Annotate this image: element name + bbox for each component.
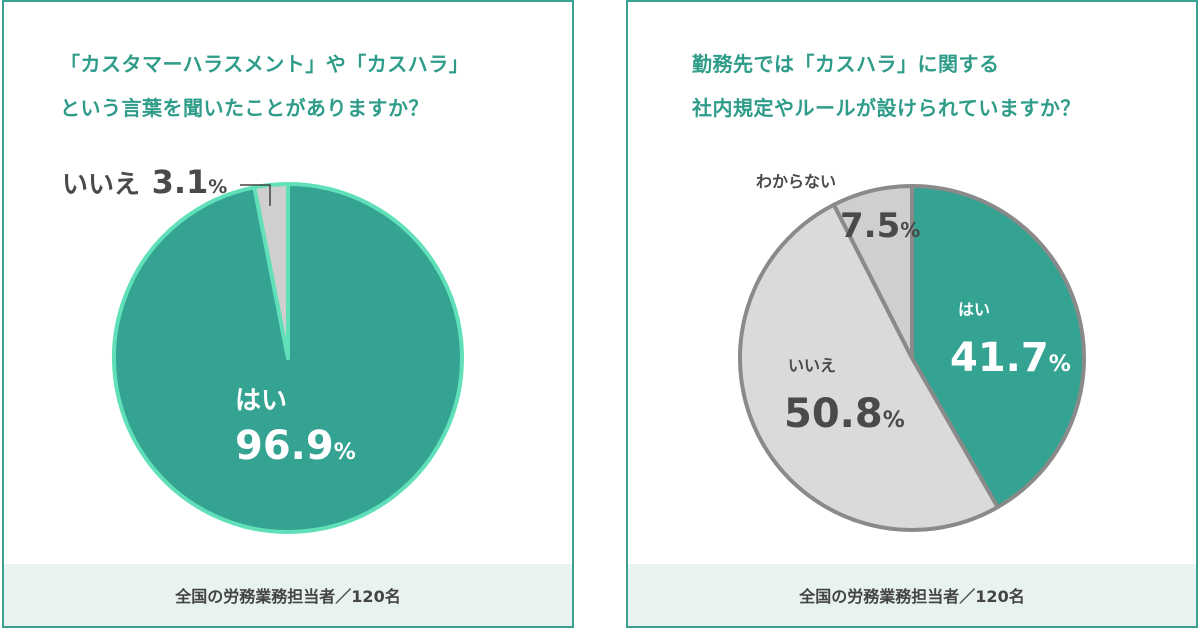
leader-line-no [240, 184, 271, 206]
chart-title-line-2: 社内規定やルールが設けられていますか？ [692, 96, 1081, 120]
chart-panel-left: 「カスタマーハラスメント」や「カスハラ」 という言葉を聞いたことがありますか？ … [2, 0, 574, 628]
pie-slice-no [252, 182, 290, 360]
slice-value-unknown: 7.5 [840, 206, 901, 246]
slice-category-yes: はい [235, 386, 288, 416]
slice-unit-unknown: % [900, 218, 921, 242]
slice-category-unknown: わからない [756, 172, 837, 191]
slice-value-unknown-wrap: 7.5% [840, 209, 920, 243]
slice-unit-yes: % [1048, 352, 1071, 377]
pie-chart-right [738, 184, 1086, 532]
pie-chart-left [112, 182, 464, 534]
slice-unit-no: % [208, 176, 228, 198]
slice-unit-no: % [882, 408, 905, 433]
slice-value-yes: 96.9 [235, 423, 334, 469]
slice-unit-yes: % [333, 440, 356, 465]
sample-note: 全国の労務業務担当者／120名 [4, 564, 572, 626]
slice-category-no: いいえ [62, 170, 141, 200]
chart-title-line-1: 「カスタマーハラスメント」や「カスハラ」 [60, 52, 470, 76]
pie-slice-no [738, 202, 1000, 532]
slice-value-no: 3.1 [151, 163, 209, 201]
slice-category-yes: はい [958, 300, 991, 319]
slice-value-no: 50.8 [784, 391, 883, 437]
sample-note: 全国の労務業務担当者／120名 [628, 564, 1196, 626]
chart-title-line-1: 勤務先では「カスハラ」に関する [692, 52, 1000, 76]
chart-panel-right: 勤務先では「カスハラ」に関する 社内規定やルールが設けられていますか？ わからな… [626, 0, 1198, 628]
chart-title-line-2: という言葉を聞いたことがありますか？ [60, 96, 429, 120]
pie-slice-unknown [831, 184, 914, 360]
slice-label-yes: はい [235, 388, 287, 414]
slice-value-yes-wrap: 96.9% [235, 426, 356, 466]
slice-value-yes: 41.7 [950, 335, 1049, 381]
slice-value-yes-wrap: 41.7% [950, 338, 1071, 378]
slice-value-no-wrap: 50.8% [784, 394, 905, 434]
pie-slice-yes [910, 184, 1086, 510]
slice-category-no: いいえ [788, 356, 837, 375]
slice-label-no: いいえ 3.1% [62, 166, 227, 198]
